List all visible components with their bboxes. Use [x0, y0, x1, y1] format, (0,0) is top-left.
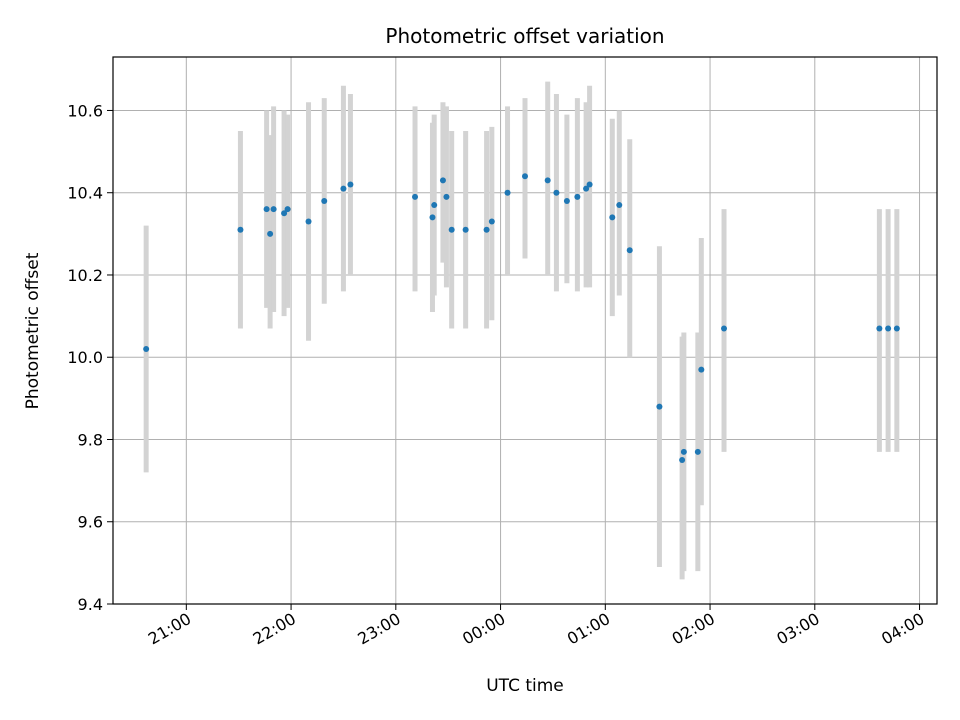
- data-point: [609, 214, 616, 221]
- data-point: [574, 193, 581, 200]
- data-point: [616, 202, 623, 209]
- data-point: [586, 181, 593, 188]
- y-tick-label: 10.0: [67, 348, 103, 367]
- data-point: [439, 177, 446, 184]
- data-point: [263, 206, 270, 213]
- plot-frame: [112, 56, 938, 605]
- data-point: [305, 218, 312, 225]
- data-point: [544, 177, 551, 184]
- y-tick-label: 9.8: [78, 430, 103, 449]
- data-point: [431, 202, 438, 209]
- data-point: [270, 206, 277, 213]
- data-point: [488, 218, 495, 225]
- data-point: [876, 325, 883, 332]
- data-point: [698, 366, 705, 373]
- data-point: [893, 325, 900, 332]
- y-tick-label: 10.2: [67, 266, 103, 285]
- data-point: [721, 325, 728, 332]
- data-point: [563, 197, 570, 204]
- data-point: [347, 181, 354, 188]
- data-point: [694, 448, 701, 455]
- data-point: [626, 247, 633, 254]
- data-point: [281, 210, 288, 217]
- y-axis-label: Photometric offset: [23, 252, 43, 409]
- data-point: [679, 457, 686, 464]
- data-point: [412, 193, 419, 200]
- data-point: [583, 185, 590, 192]
- data-point: [284, 206, 291, 213]
- data-point: [321, 197, 328, 204]
- x-axis-label: UTC time: [486, 676, 564, 696]
- data-points: [143, 173, 900, 464]
- data-point: [443, 193, 450, 200]
- chart-title: Photometric offset variation: [385, 24, 664, 48]
- data-point: [504, 189, 511, 196]
- y-tick-label: 10.6: [67, 101, 103, 120]
- y-axis-ticks: 9.4 9.6 9.8 10.0 10.2 10.4 10.6: [67, 101, 113, 614]
- data-point: [885, 325, 892, 332]
- data-point: [462, 226, 469, 233]
- data-point: [448, 226, 455, 233]
- data-point: [483, 226, 490, 233]
- data-point: [143, 346, 150, 353]
- y-tick-label: 10.4: [67, 184, 103, 203]
- data-point: [680, 448, 687, 455]
- data-point: [522, 173, 528, 180]
- data-point: [340, 185, 347, 192]
- data-point: [656, 403, 663, 410]
- y-tick-label: 9.4: [78, 595, 103, 614]
- data-point: [553, 189, 560, 196]
- data-point: [429, 214, 436, 221]
- data-point: [237, 226, 244, 233]
- y-tick-label: 9.6: [78, 513, 103, 532]
- data-point: [267, 230, 274, 237]
